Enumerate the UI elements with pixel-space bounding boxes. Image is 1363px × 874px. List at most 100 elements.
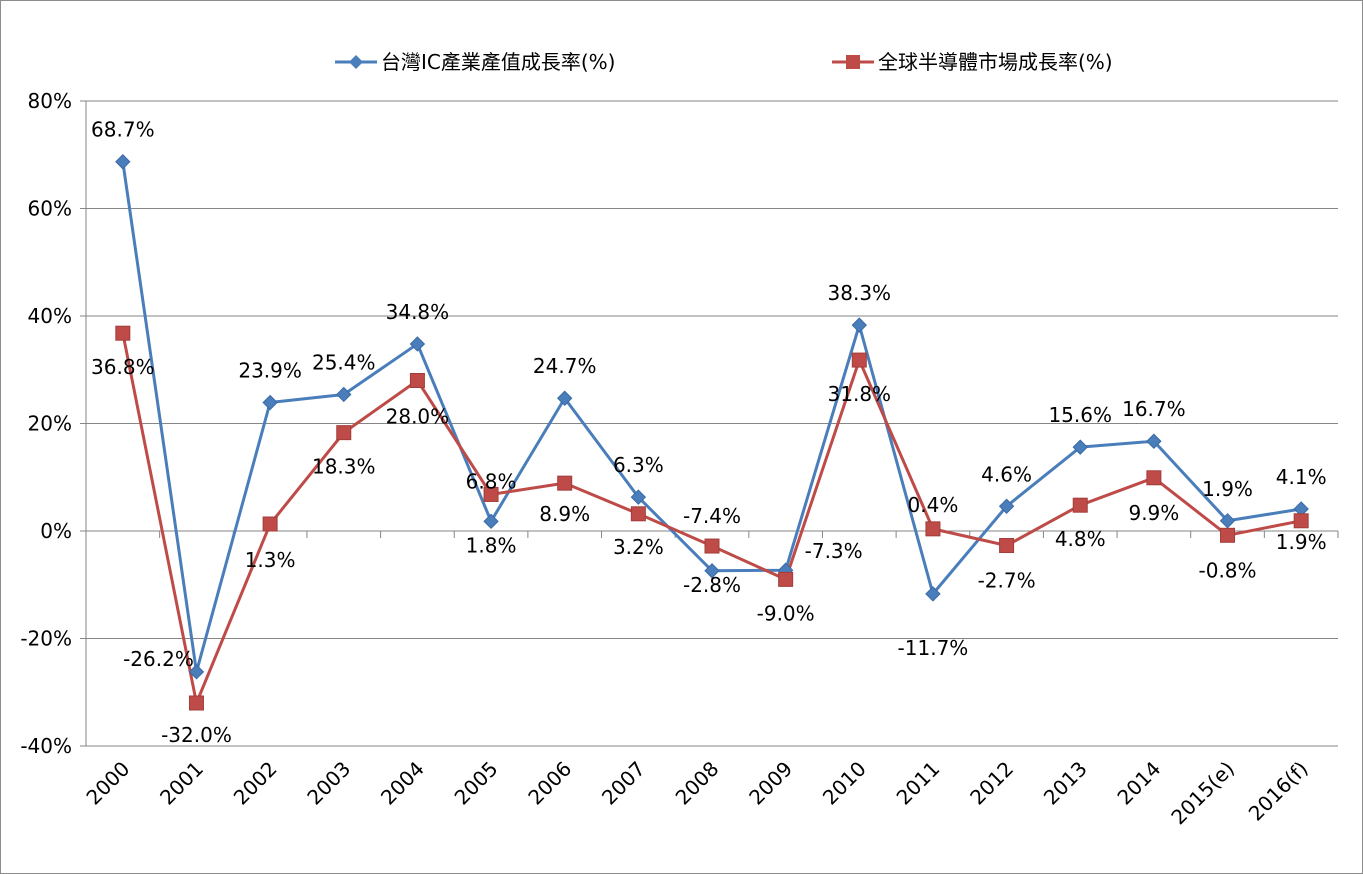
data-point bbox=[262, 394, 278, 411]
x-tick-label: 2004 bbox=[376, 757, 429, 810]
gridlines bbox=[86, 100, 1338, 747]
data-label: 38.3% bbox=[828, 281, 892, 305]
data-point bbox=[630, 489, 647, 505]
data-label: 1.9% bbox=[1276, 530, 1327, 554]
data-point bbox=[778, 571, 794, 587]
data-label: 1.9% bbox=[1202, 477, 1253, 501]
data-point bbox=[336, 425, 352, 441]
data-point bbox=[630, 506, 646, 522]
data-label: 24.7% bbox=[533, 354, 597, 378]
data-label: 6.8% bbox=[466, 469, 517, 493]
data-label: 9.9% bbox=[1128, 501, 1179, 525]
x-tick-label: 2008 bbox=[671, 757, 724, 810]
data-label: 16.7% bbox=[1122, 397, 1186, 421]
legend-label: 全球半導體市場成長率(%) bbox=[878, 50, 1113, 74]
x-tick-label: 2001 bbox=[155, 757, 208, 810]
data-point bbox=[704, 538, 720, 554]
data-labels: 68.7% -26.2% 23.9% 25.4% 34.8% 1.8% 24.7% 6.3% -… bbox=[91, 118, 1327, 747]
data-label: 36.8% bbox=[91, 355, 155, 379]
data-point bbox=[704, 563, 720, 579]
data-point bbox=[998, 498, 1015, 514]
y-tick-label: 20% bbox=[28, 412, 72, 436]
data-label: 0.4% bbox=[908, 493, 959, 517]
x-tick-label: 2003 bbox=[302, 757, 355, 810]
data-label: 15.6% bbox=[1048, 403, 1112, 427]
data-label: -7.4% bbox=[683, 504, 741, 528]
y-tick-label: 60% bbox=[28, 197, 72, 221]
data-label: -26.2% bbox=[123, 647, 194, 671]
legend-label: 台灣IC產業產值成長率(%) bbox=[381, 50, 615, 74]
legend-marker bbox=[349, 55, 363, 69]
data-label: 6.3% bbox=[613, 453, 664, 477]
data-label: 4.1% bbox=[1276, 465, 1327, 489]
x-tick-label: 2005 bbox=[450, 757, 503, 810]
data-point bbox=[483, 486, 499, 502]
data-label: -7.3% bbox=[805, 539, 863, 563]
data-point bbox=[409, 373, 425, 388]
data-point bbox=[115, 325, 131, 341]
data-point bbox=[925, 521, 941, 537]
x-tick-label: 2013 bbox=[1039, 757, 1092, 810]
data-label: 18.3% bbox=[312, 455, 376, 479]
data-label: 68.7% bbox=[91, 118, 155, 142]
data-label: -0.8% bbox=[1199, 558, 1257, 582]
data-label: 1.3% bbox=[245, 548, 296, 572]
data-point bbox=[925, 586, 941, 602]
data-point bbox=[1293, 513, 1309, 529]
data-label: 4.6% bbox=[981, 462, 1032, 486]
data-label: 34.8% bbox=[386, 300, 450, 324]
data-label: -9.0% bbox=[757, 601, 815, 625]
data-label: 31.8% bbox=[828, 382, 892, 406]
x-tick-label: 2014 bbox=[1112, 757, 1165, 810]
data-label: -2.7% bbox=[978, 569, 1036, 593]
y-tick-label: -40% bbox=[20, 734, 72, 758]
data-point bbox=[1072, 439, 1088, 455]
data-point bbox=[409, 336, 426, 352]
x-tick-label: 2011 bbox=[892, 757, 945, 810]
data-label: 23.9% bbox=[238, 359, 302, 383]
data-label: -11.7% bbox=[898, 636, 969, 660]
data-label: 28.0% bbox=[386, 405, 450, 429]
data-point bbox=[1220, 527, 1236, 543]
x-tick-label: 2016(f) bbox=[1244, 757, 1313, 826]
data-point bbox=[336, 386, 352, 403]
x-tick-label: 2006 bbox=[523, 757, 576, 810]
data-point bbox=[188, 664, 205, 680]
series-lines bbox=[121, 161, 1302, 705]
data-label: 8.9% bbox=[539, 502, 590, 526]
x-tick-label: 2009 bbox=[744, 757, 797, 810]
x-tick-label: 2007 bbox=[597, 757, 650, 810]
data-point bbox=[851, 352, 867, 368]
data-label: 4.8% bbox=[1055, 527, 1106, 551]
data-point bbox=[262, 516, 278, 532]
y-tick-label: 40% bbox=[28, 304, 72, 328]
data-point bbox=[557, 475, 573, 491]
data-point bbox=[115, 154, 131, 170]
data-label: 1.8% bbox=[466, 533, 517, 557]
y-tick-label: 80% bbox=[28, 89, 72, 113]
data-label: -32.0% bbox=[161, 723, 232, 747]
data-label: 3.2% bbox=[613, 535, 664, 559]
x-tick-label: 2002 bbox=[229, 757, 282, 810]
legend: 台灣IC產業產值成長率(%) 全球半導體市場成長率(%) bbox=[335, 50, 1113, 74]
data-label: 25.4% bbox=[312, 350, 376, 374]
y-tick-label: -20% bbox=[20, 627, 72, 651]
data-point bbox=[483, 513, 499, 530]
data-point bbox=[1146, 433, 1162, 449]
data-point bbox=[1219, 513, 1236, 529]
series-markers bbox=[115, 154, 1309, 711]
data-point bbox=[999, 538, 1015, 554]
data-point bbox=[1146, 470, 1162, 486]
data-point bbox=[851, 317, 868, 333]
x-tick-label: 2000 bbox=[81, 757, 134, 810]
x-tick-label: 2015(e) bbox=[1166, 757, 1239, 830]
data-point bbox=[556, 390, 573, 406]
y-axis: -40% -20% 0% 20% 40% 60% 80% bbox=[20, 89, 87, 758]
data-point bbox=[188, 695, 204, 711]
x-tick-label: 2012 bbox=[965, 757, 1018, 810]
data-point bbox=[1072, 497, 1088, 513]
legend-marker bbox=[846, 55, 860, 69]
y-tick-label: 0% bbox=[40, 519, 72, 543]
